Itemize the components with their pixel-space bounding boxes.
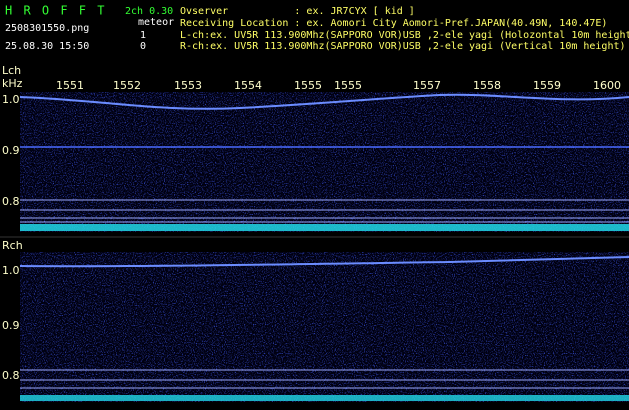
meteor-count: 1 [140,30,146,41]
time-label: 1557 [413,79,441,92]
spectrogram-noise [20,252,629,402]
freq-label: 0.8 [2,195,20,208]
freq-label: 1.0 [2,264,20,277]
noise-floor [20,395,629,401]
info-line: Receiving Location : ex. Aomori City Aom… [180,18,607,29]
meteor-label: meteor [138,17,174,28]
channel-label: Lch [2,64,21,77]
freq-label: 0.8 [2,369,20,382]
meteor-count: 0 [140,41,146,52]
freq-label: 0.9 [2,319,20,332]
time-label: 1551 [56,79,84,92]
reference-lines [20,369,629,389]
info-line: R-ch:ex. UV5R 113.900Mhz(SAPPORO VOR)USB… [180,41,626,52]
time-label: 1558 [473,79,501,92]
spectrogram-noise [20,92,629,232]
time-label: 1555 [334,79,362,92]
freq-label: 1.0 [2,93,20,106]
noise-floor [20,224,629,231]
signal-trace [19,256,629,268]
app-name: H R O F F T [5,4,106,18]
filename: 2508301550.png [5,23,89,34]
freq-label: 0.9 [2,144,20,157]
reference-lines [20,199,629,223]
signal-trace [19,93,629,110]
time-label: 1554 [234,79,262,92]
mode: 2ch 0.30 [125,6,173,17]
unit-label: kHz [2,77,23,90]
time-label: 1600 [593,79,621,92]
channel-label: Rch [2,239,23,252]
time-label: 1553 [174,79,202,92]
info-line: L-ch:ex. UV5R 113.900Mhz(SAPPORO VOR)USB… [180,30,629,41]
time-label: 1555 [294,79,322,92]
info-line: Ovserver : ex. JR7CYX [ kid ] [180,6,415,17]
time-label: 1552 [113,79,141,92]
time-axis: 1551 1552 1553 1554 1555 1555 1557 1558 1559 1600 [56,79,621,92]
datetime: 25.08.30 15:50 [5,41,89,52]
time-label: 1559 [533,79,561,92]
